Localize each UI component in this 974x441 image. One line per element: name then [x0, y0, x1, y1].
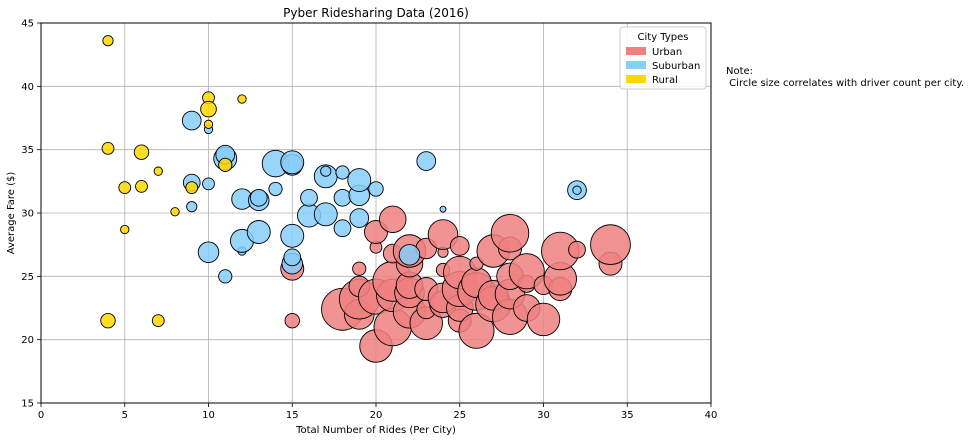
data-point-suburban: [313, 202, 338, 227]
x-tick-label: 10: [202, 410, 215, 421]
data-point-suburban: [368, 181, 384, 197]
x-tick-label: 35: [621, 410, 634, 421]
legend-swatch-rural: [626, 75, 646, 83]
y-tick-label: 15: [21, 399, 34, 410]
legend-label-rural: Rural: [652, 75, 678, 86]
legend-label-suburban: Suburban: [652, 61, 700, 72]
data-point-rural: [151, 314, 165, 328]
data-point-suburban: [202, 177, 215, 191]
data-point-rural: [118, 181, 132, 195]
data-point-urban: [568, 240, 586, 259]
data-point-urban: [284, 312, 300, 329]
data-point-rural: [135, 180, 148, 193]
data-point-suburban: [186, 201, 198, 213]
data-point-rural: [185, 181, 199, 195]
x-tick-label: 40: [705, 410, 718, 421]
legend-box: [619, 26, 707, 90]
legend-swatch-urban: [626, 47, 646, 55]
data-point-suburban: [572, 185, 582, 195]
data-point-suburban: [335, 165, 350, 180]
data-point-suburban: [246, 220, 271, 244]
y-tick-label: 40: [21, 82, 34, 93]
x-tick-label: 0: [38, 410, 44, 421]
x-axis-label: Total Number of Rides (Per City): [295, 425, 456, 436]
legend-label-urban: Urban: [652, 47, 682, 58]
data-point-rural: [200, 100, 217, 118]
x-tick-label: 5: [122, 410, 128, 421]
data-point-suburban: [347, 168, 372, 193]
y-tick-label: 45: [21, 19, 34, 30]
chart-title: Pyber Ridesharing Data (2016): [283, 6, 469, 20]
data-point-urban: [458, 312, 495, 349]
data-point-urban: [490, 214, 530, 253]
data-point-rural: [237, 94, 247, 104]
data-point-rural: [120, 224, 130, 235]
y-tick-label: 20: [21, 335, 34, 346]
data-point-suburban: [197, 241, 220, 263]
data-point-rural: [133, 144, 150, 160]
legend-title: City Types: [638, 32, 689, 43]
data-point-rural: [100, 312, 116, 329]
data-point-urban: [590, 224, 631, 266]
data-point-rural: [153, 166, 163, 176]
legend: City Types Urban Suburban Rural: [619, 26, 707, 90]
data-point-rural: [218, 157, 233, 172]
y-tick-label: 30: [21, 209, 34, 220]
data-point-rural: [203, 119, 214, 129]
data-point-suburban: [300, 188, 318, 207]
data-point-urban: [427, 219, 459, 250]
axis-ticks: 0 5 10 15 20 25 30 35 40 15 20 25 30 35 40 45: [21, 19, 717, 422]
data-point-suburban: [218, 269, 233, 284]
data-point-suburban: [283, 248, 302, 267]
data-point-rural: [170, 207, 180, 217]
x-tick-label: 15: [286, 410, 299, 421]
data-point-suburban: [320, 165, 332, 177]
data-point-suburban: [280, 150, 305, 175]
data-point-suburban: [333, 219, 352, 238]
legend-swatch-suburban: [626, 61, 646, 69]
data-point-urban: [526, 302, 561, 337]
data-point-suburban: [398, 244, 421, 266]
data-point-urban: [449, 236, 470, 256]
size-note: Note: Circle size correlates with driver…: [726, 66, 965, 89]
data-point-urban: [379, 205, 407, 234]
data-points: [100, 35, 631, 363]
data-point-rural: [102, 35, 114, 47]
data-point-suburban: [349, 208, 370, 228]
data-point-urban: [352, 261, 367, 276]
data-point-suburban: [249, 188, 268, 207]
data-point-suburban: [181, 110, 202, 131]
data-point-suburban: [333, 188, 352, 207]
x-tick-label: 20: [370, 410, 383, 421]
data-point-rural: [101, 142, 115, 155]
y-tick-label: 35: [21, 145, 34, 156]
data-point-suburban: [268, 181, 283, 197]
data-point-suburban: [439, 205, 447, 213]
y-axis-label: Average Fare ($): [6, 172, 17, 255]
y-tick-label: 25: [21, 272, 34, 283]
data-point-suburban: [280, 223, 305, 248]
x-tick-label: 30: [537, 410, 550, 421]
x-tick-label: 25: [453, 410, 466, 421]
data-point-suburban: [416, 151, 437, 171]
